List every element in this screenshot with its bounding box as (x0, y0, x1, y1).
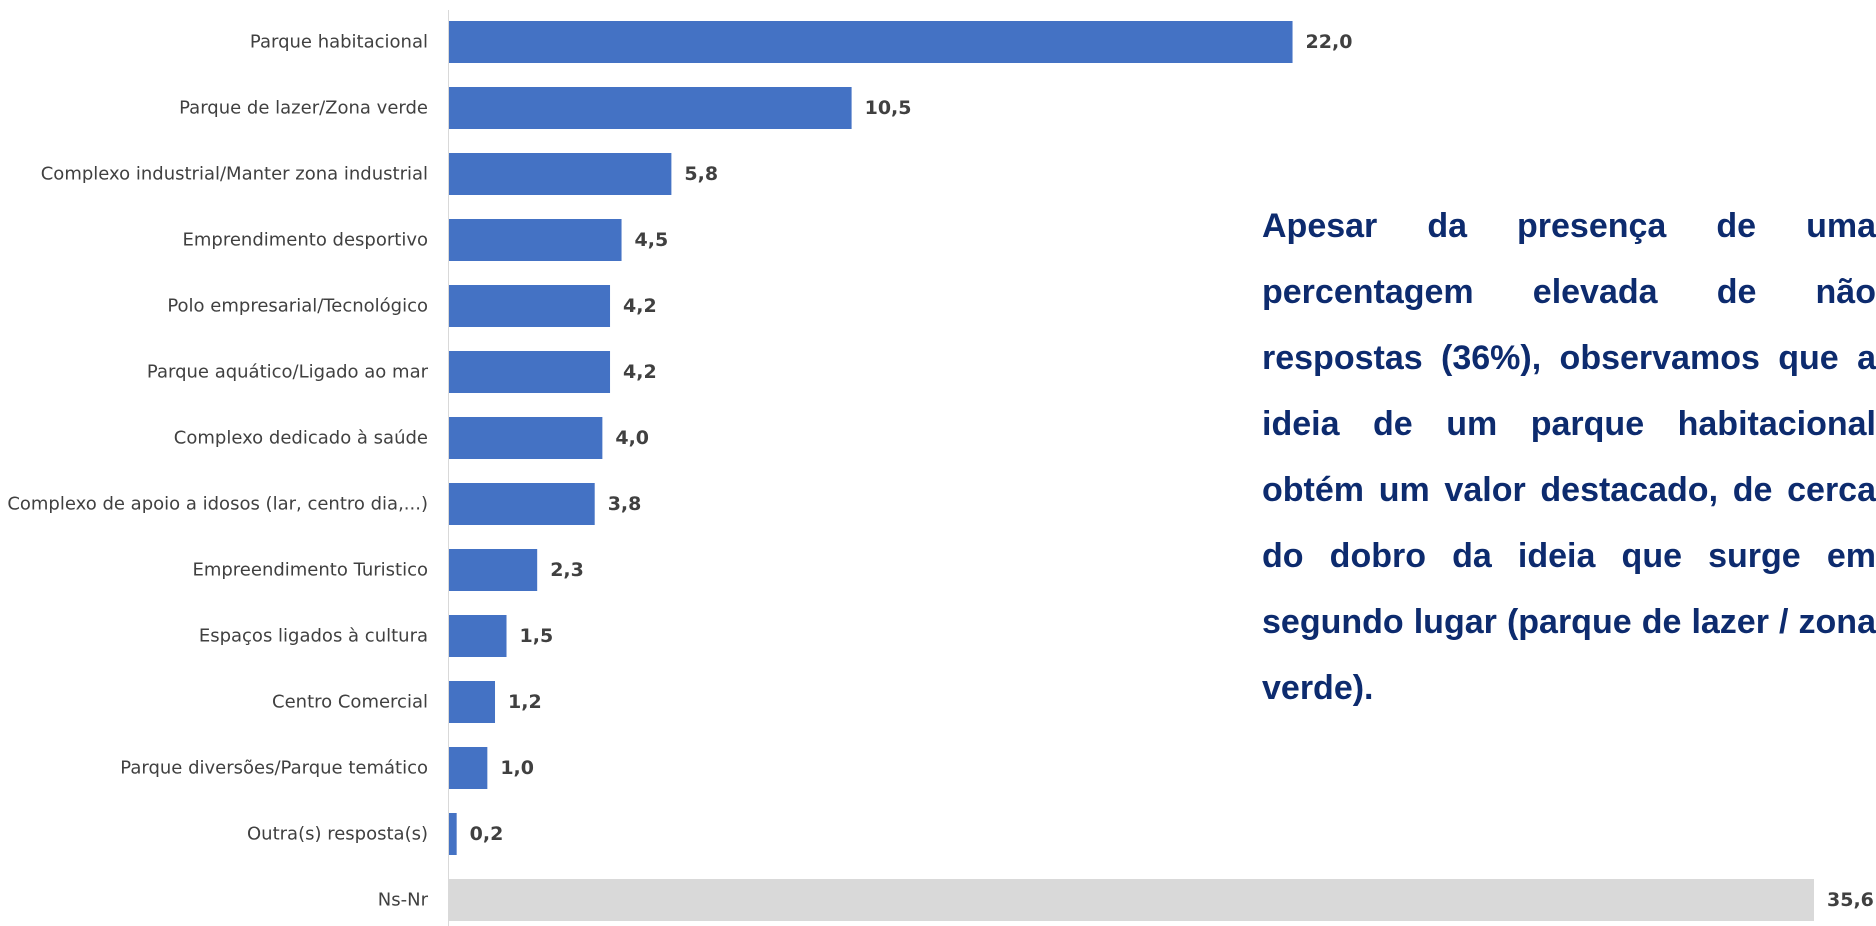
category-label: Parque diversões/Parque temático (120, 758, 428, 779)
value-label: 3,8 (608, 493, 642, 515)
bar (449, 549, 538, 591)
bar (449, 615, 507, 657)
value-label: 4,2 (623, 361, 657, 383)
category-label: Complexo industrial/Manter zona industri… (41, 164, 428, 185)
value-label: 5,8 (684, 163, 718, 185)
category-label: Empreendimento Turistico (192, 560, 428, 581)
value-label: 10,5 (865, 97, 912, 119)
value-label: 35,6 (1827, 889, 1874, 911)
category-label: Outra(s) resposta(s) (247, 824, 428, 845)
bar (449, 21, 1293, 63)
bar (449, 483, 595, 525)
category-label: Emprendimento desportivo (183, 230, 429, 251)
category-label: Parque habitacional (250, 32, 428, 53)
bar (449, 747, 488, 789)
bar (449, 681, 496, 723)
value-label: 4,0 (615, 427, 649, 449)
bar (449, 219, 622, 261)
bar (449, 87, 852, 129)
category-label: Espaços ligados à cultura (199, 626, 428, 647)
value-label: 0,2 (470, 823, 504, 845)
bar (449, 813, 457, 855)
value-label: 22,0 (1306, 31, 1353, 53)
category-label: Ns-Nr (378, 890, 429, 911)
value-label: 4,2 (623, 295, 657, 317)
value-label: 4,5 (635, 229, 669, 251)
annotation-text: Apesar da presença de uma percentagem el… (1262, 207, 1876, 707)
bar (449, 153, 672, 195)
category-label: Polo empresarial/Tecnológico (167, 296, 428, 317)
value-label: 1,5 (520, 625, 554, 647)
bars-group: Parque habitacional 22,0 Parque de lazer/Z… (7, 21, 1874, 921)
bar (449, 285, 611, 327)
category-label: Parque de lazer/Zona verde (179, 98, 428, 119)
category-label: Centro Comercial (272, 692, 428, 713)
bar (449, 417, 603, 459)
bar (449, 351, 611, 393)
category-label: Parque aquático/Ligado ao mar (147, 362, 429, 383)
category-label: Complexo dedicado à saúde (174, 428, 428, 449)
bar (449, 879, 1814, 921)
value-label: 1,2 (508, 691, 542, 713)
category-label: Complexo de apoio a idosos (lar, centro … (7, 494, 428, 515)
value-label: 1,0 (500, 757, 534, 779)
value-label: 2,3 (550, 559, 584, 581)
